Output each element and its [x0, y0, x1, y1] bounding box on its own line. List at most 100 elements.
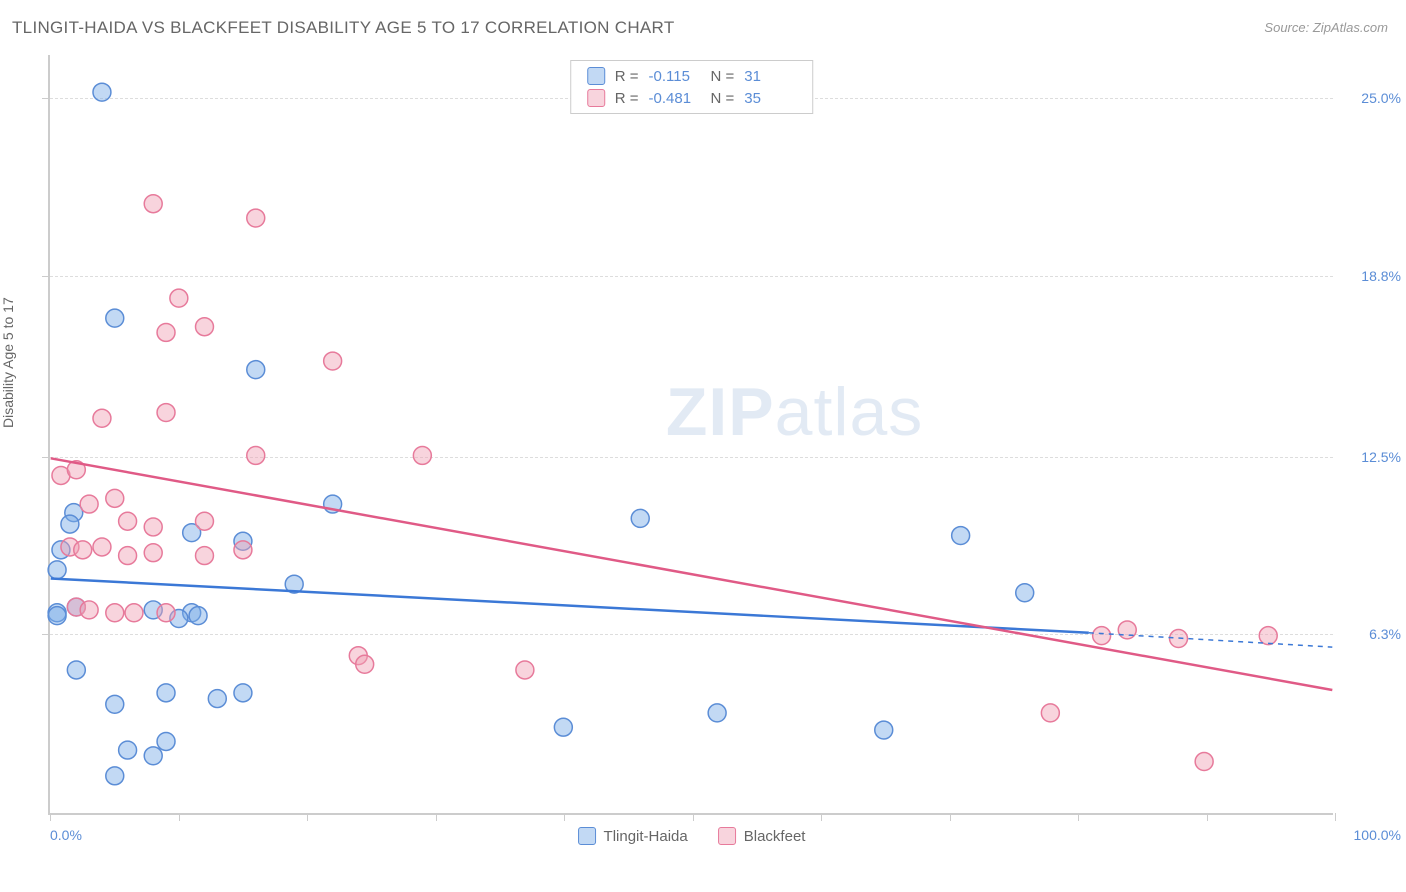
scatter-point [631, 509, 649, 527]
x-max-label: 100.0% [1354, 827, 1401, 843]
y-tick-mark [42, 457, 50, 458]
scatter-point [516, 661, 534, 679]
scatter-point [74, 541, 92, 559]
y-tick-label: 6.3% [1369, 626, 1401, 642]
n-label-1: N = [711, 68, 735, 85]
y-axis-label: Disability Age 5 to 17 [0, 297, 16, 428]
scatter-point [119, 741, 137, 759]
scatter-point [157, 684, 175, 702]
scatter-point [80, 495, 98, 513]
scatter-point [234, 684, 252, 702]
scatter-point [119, 547, 137, 565]
scatter-point [247, 361, 265, 379]
scatter-point [234, 541, 252, 559]
y-tick-label: 12.5% [1361, 449, 1401, 465]
r-value-1: -0.115 [649, 68, 701, 85]
scatter-point [247, 446, 265, 464]
scatter-point [875, 721, 893, 739]
swatch-blue-icon [587, 67, 605, 85]
y-tick-mark [42, 276, 50, 277]
scatter-point [125, 604, 143, 622]
scatter-point [67, 661, 85, 679]
legend-swatch-pink-icon [718, 827, 736, 845]
scatter-point [106, 489, 124, 507]
scatter-point [708, 704, 726, 722]
scatter-point [189, 607, 207, 625]
scatter-point [144, 195, 162, 213]
scatter-point [1041, 704, 1059, 722]
scatter-point [196, 512, 214, 530]
x-tick-mark [821, 813, 822, 821]
x-tick-mark [50, 813, 51, 821]
scatter-point [413, 446, 431, 464]
scatter-point [1195, 753, 1213, 771]
x-tick-mark [1335, 813, 1336, 821]
legend-label-2: Blackfeet [744, 828, 806, 845]
x-tick-mark [1078, 813, 1079, 821]
chart-plot-area: ZIPatlas 6.3%12.5%18.8%25.0% R = -0.115 … [48, 55, 1333, 815]
scatter-point [554, 718, 572, 736]
source-prefix: Source: [1264, 20, 1309, 35]
scatter-point [196, 318, 214, 336]
scatter-point [196, 547, 214, 565]
x-tick-mark [693, 813, 694, 821]
scatter-point [106, 604, 124, 622]
trend-line [51, 458, 1333, 690]
scatter-point [144, 518, 162, 536]
scatter-point [80, 601, 98, 619]
scatter-point [106, 695, 124, 713]
scatter-point [93, 538, 111, 556]
n-value-2: 35 [744, 90, 796, 107]
scatter-point [1093, 627, 1111, 645]
scatter-point [1259, 627, 1277, 645]
x-tick-mark [950, 813, 951, 821]
r-value-2: -0.481 [649, 90, 701, 107]
y-tick-mark [42, 98, 50, 99]
legend-swatch-blue-icon [578, 827, 596, 845]
scatter-point [157, 404, 175, 422]
legend-item-1: Tlingit-Haida [578, 827, 688, 845]
stats-row-2: R = -0.481 N = 35 [571, 87, 813, 109]
legend-item-2: Blackfeet [718, 827, 806, 845]
scatter-point [1118, 621, 1136, 639]
swatch-pink-icon [587, 89, 605, 107]
scatter-point [93, 409, 111, 427]
source-attribution: Source: ZipAtlas.com [1264, 20, 1388, 35]
x-tick-mark [436, 813, 437, 821]
y-tick-label: 18.8% [1361, 268, 1401, 284]
scatter-point [48, 561, 66, 579]
scatter-svg [50, 55, 1333, 813]
scatter-point [144, 544, 162, 562]
scatter-point [48, 607, 66, 625]
x-tick-mark [564, 813, 565, 821]
scatter-point [247, 209, 265, 227]
scatter-point [144, 747, 162, 765]
r-label-1: R = [615, 68, 639, 85]
scatter-point [61, 515, 79, 533]
legend-label-1: Tlingit-Haida [604, 828, 688, 845]
bottom-legend: Tlingit-Haida Blackfeet [578, 827, 806, 845]
scatter-point [157, 604, 175, 622]
r-label-2: R = [615, 90, 639, 107]
scatter-point [324, 352, 342, 370]
scatter-point [952, 527, 970, 545]
y-tick-mark [42, 634, 50, 635]
n-label-2: N = [711, 90, 735, 107]
scatter-point [157, 733, 175, 751]
scatter-point [106, 309, 124, 327]
x-tick-mark [1207, 813, 1208, 821]
source-name: ZipAtlas.com [1313, 20, 1388, 35]
x-tick-mark [179, 813, 180, 821]
chart-title: TLINGIT-HAIDA VS BLACKFEET DISABILITY AG… [12, 18, 675, 38]
scatter-point [106, 767, 124, 785]
n-value-1: 31 [744, 68, 796, 85]
stats-row-1: R = -0.115 N = 31 [571, 65, 813, 87]
trend-line [51, 578, 1089, 632]
scatter-point [170, 289, 188, 307]
scatter-point [208, 690, 226, 708]
scatter-point [1016, 584, 1034, 602]
stats-legend-box: R = -0.115 N = 31 R = -0.481 N = 35 [570, 60, 814, 114]
y-tick-label: 25.0% [1361, 90, 1401, 106]
scatter-point [119, 512, 137, 530]
x-min-label: 0.0% [50, 827, 82, 843]
